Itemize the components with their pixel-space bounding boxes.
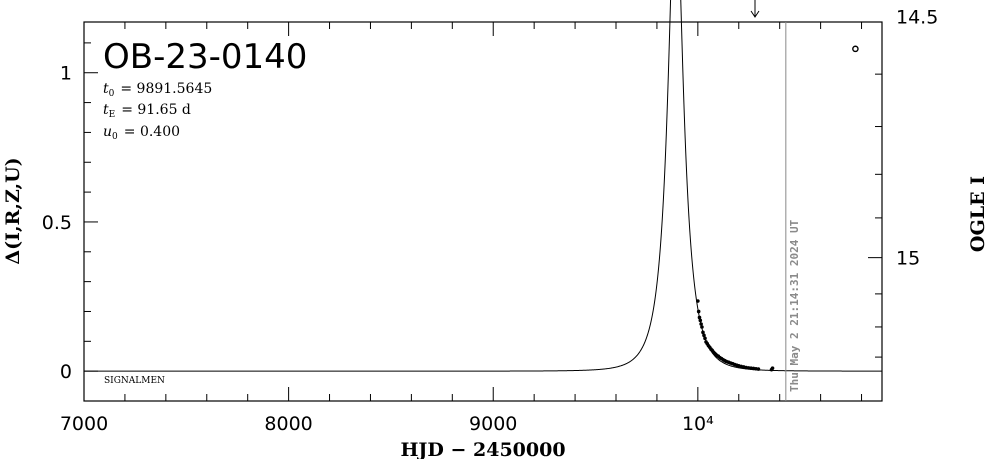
data-points — [696, 45, 859, 372]
y-tick-label-right: 14.5 — [896, 7, 938, 29]
data-point — [702, 333, 706, 338]
data-point — [770, 366, 775, 370]
timestamp-label: Thu May 2 21:14:31 2024 UT — [788, 219, 801, 392]
y-tick-label-left: 0 — [60, 361, 72, 383]
y-tick-label-right: 15 — [896, 248, 920, 270]
plot-frame — [83, 21, 883, 402]
data-point — [697, 315, 702, 320]
data-point — [696, 309, 701, 314]
param-tE: tE = 91.65 d — [103, 102, 191, 120]
y-axis-title-right: OGLE I — [967, 176, 986, 252]
param-u0: u0 = 0.400 — [103, 124, 180, 142]
data-point — [756, 367, 761, 371]
alert-arrow-icon — [750, 0, 760, 18]
data-point — [700, 325, 704, 329]
data-point — [696, 299, 700, 303]
y-tick-label-left: 1 — [60, 63, 72, 85]
tick-labels: 7000 8000 9000 10⁴ 0 0.5 1 14.5 15 — [42, 7, 939, 435]
y-axis-title-left: Δ(I,R,Z,U) — [2, 157, 24, 264]
data-point — [699, 322, 703, 326]
axis-ticks — [83, 22, 882, 401]
y-tick-label-left: 0.5 — [42, 212, 72, 234]
outlier-point — [852, 45, 859, 53]
x-tick-label: 8000 — [264, 413, 312, 435]
param-t0: t0 = 9891.5645 — [103, 81, 212, 99]
corner-label: SIGNALMEN — [104, 376, 165, 386]
event-name: OB-23-0140 — [103, 37, 307, 77]
x-tick-label: 7000 — [60, 413, 108, 435]
x-tick-label: 9000 — [469, 413, 517, 435]
data-point — [701, 330, 705, 335]
data-point — [703, 336, 707, 341]
data-point — [698, 318, 703, 323]
x-tick-label: 10⁴ — [682, 413, 714, 435]
x-axis-title: HJD − 2450000 — [400, 439, 565, 459]
